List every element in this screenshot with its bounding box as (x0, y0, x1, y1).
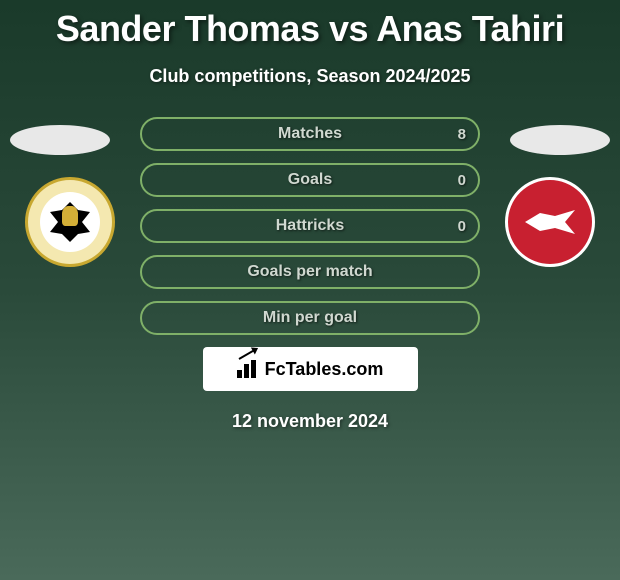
stat-value-right: 0 (458, 218, 466, 235)
stat-label: Goals per match (247, 263, 372, 281)
eagle-shield-icon (62, 206, 78, 226)
stat-row-goals-per-match: Goals per match (140, 255, 480, 289)
stat-row-matches: Matches 8 (140, 117, 480, 151)
content-area: Matches 8 Goals 0 Hattricks 0 Goals per … (0, 117, 620, 432)
club-left-badge (25, 177, 115, 267)
bird-icon (525, 207, 575, 237)
player-right-avatar (510, 125, 610, 155)
player-left-avatar (10, 125, 110, 155)
club-right-badge (505, 177, 595, 267)
stat-label: Goals (288, 171, 332, 189)
date-label: 12 november 2024 (0, 411, 620, 432)
stat-value-right: 8 (458, 126, 466, 143)
subtitle: Club competitions, Season 2024/2025 (0, 66, 620, 87)
stat-label: Matches (278, 125, 342, 143)
brand-text: FcTables.com (265, 359, 384, 380)
club-left-inner (40, 192, 100, 252)
chart-up-icon (237, 360, 259, 378)
stat-row-goals: Goals 0 (140, 163, 480, 197)
stat-label: Hattricks (276, 217, 344, 235)
stat-value-right: 0 (458, 172, 466, 189)
page-title: Sander Thomas vs Anas Tahiri (0, 0, 620, 50)
stat-row-min-per-goal: Min per goal (140, 301, 480, 335)
brand-logo-box[interactable]: FcTables.com (203, 347, 418, 391)
stat-label: Min per goal (263, 309, 357, 327)
stat-pills-container: Matches 8 Goals 0 Hattricks 0 Goals per … (140, 117, 480, 335)
stat-row-hattricks: Hattricks 0 (140, 209, 480, 243)
